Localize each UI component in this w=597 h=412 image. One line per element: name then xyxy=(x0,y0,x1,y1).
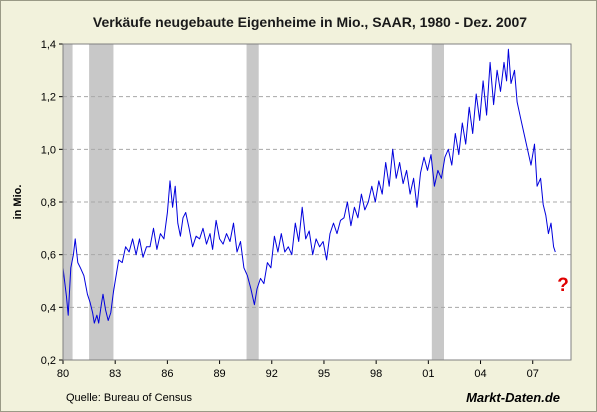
y-tick-label: 1,2 xyxy=(41,92,56,104)
recession-band-1 xyxy=(63,44,73,360)
x-tick-label: 92 xyxy=(266,368,278,380)
y-tick-label: 1,0 xyxy=(41,144,56,156)
x-tick-label: 07 xyxy=(527,368,539,380)
series-group xyxy=(62,48,556,324)
x-tick-label: 80 xyxy=(57,368,69,380)
question-mark-annotation: ? xyxy=(557,275,569,296)
x-tick-label: 86 xyxy=(161,368,173,380)
grid-lines xyxy=(63,96,571,308)
chart-title: Verkäufe neugebaute Eigenheime in Mio., … xyxy=(93,14,527,30)
y-axis: 0,2 0,4 0,6 0,8 1,0 1,2 1,4 xyxy=(41,39,63,367)
x-tick-label: 89 xyxy=(213,368,225,380)
x-tick-label: 04 xyxy=(474,368,486,380)
plot-border xyxy=(62,43,572,361)
y-tick-label: 0,2 xyxy=(41,355,56,367)
y-axis-label: in Mio. xyxy=(12,185,24,220)
source-note: Quelle: Bureau of Census xyxy=(66,392,192,404)
x-tick-label: 95 xyxy=(318,368,330,380)
x-axis: 80 83 86 89 92 95 98 01 04 07 xyxy=(57,360,539,380)
x-tick-label: 83 xyxy=(109,368,121,380)
y-tick-label: 0,4 xyxy=(41,302,56,314)
x-tick-label: 98 xyxy=(370,368,382,380)
x-tick-label: 01 xyxy=(422,368,434,380)
brand-label: Markt-Daten.de xyxy=(466,390,560,405)
y-tick-label: 1,4 xyxy=(41,39,56,51)
series-line-1 xyxy=(62,48,556,324)
y-tick-label: 0,6 xyxy=(41,250,56,262)
y-tick-label: 0,8 xyxy=(41,197,56,209)
